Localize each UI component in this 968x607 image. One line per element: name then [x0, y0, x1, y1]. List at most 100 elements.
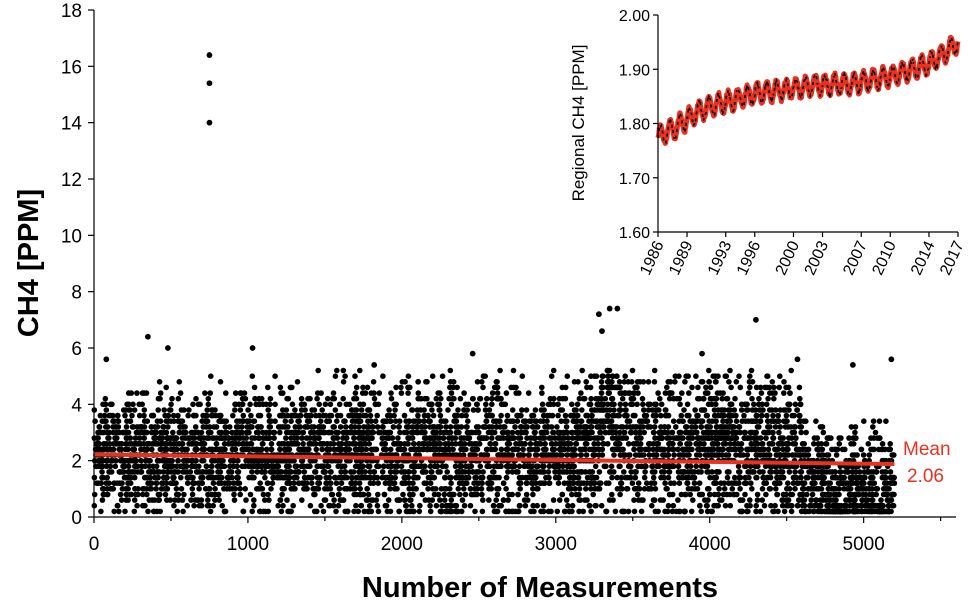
- scatter-point: [569, 429, 576, 436]
- scatter-point: [136, 412, 143, 419]
- scatter-point: [505, 497, 511, 503]
- scatter-point: [691, 469, 698, 475]
- scatter-point: [500, 497, 507, 503]
- scatter-point: [758, 390, 765, 396]
- scatter-point: [199, 480, 205, 487]
- scatter-point: [228, 457, 234, 464]
- scatter-point: [615, 441, 621, 447]
- scatter-point: [152, 435, 159, 441]
- scatter-point: [447, 424, 454, 430]
- scatter-point: [542, 446, 548, 453]
- scatter-point: [707, 395, 714, 402]
- scatter-point: [382, 480, 389, 487]
- scatter-point: [759, 412, 765, 419]
- scatter-point: [659, 469, 665, 475]
- scatter-point: [698, 424, 704, 430]
- scatter-point: [271, 435, 277, 441]
- scatter-point: [253, 446, 260, 453]
- scatter-point: [719, 395, 725, 402]
- scatter-point: [183, 429, 189, 436]
- scatter-point: [739, 508, 745, 515]
- scatter-point: [591, 452, 598, 458]
- scatter-point: [514, 418, 521, 425]
- scatter-point: [141, 435, 147, 441]
- scatter-point: [115, 412, 121, 419]
- scatter-point: [584, 480, 590, 487]
- scatter-point: [168, 401, 174, 408]
- scatter-point: [569, 508, 575, 515]
- scatter-point: [190, 401, 196, 408]
- scatter-point: [670, 418, 677, 425]
- scatter-point: [205, 491, 211, 498]
- scatter-point: [338, 474, 345, 481]
- scatter-point: [625, 379, 631, 385]
- scatter-point: [678, 491, 685, 498]
- scatter-point: [179, 435, 186, 441]
- scatter-point: [432, 452, 438, 458]
- scatter-point: [330, 435, 337, 441]
- scatter-point: [753, 429, 759, 436]
- scatter-point: [706, 379, 712, 385]
- scatter-point: [246, 474, 252, 481]
- scatter-point: [376, 390, 383, 396]
- scatter-point: [605, 390, 612, 396]
- scatter-point: [516, 435, 522, 441]
- scatter-point: [132, 463, 138, 470]
- scatter-point: [648, 486, 655, 492]
- scatter-point: [391, 469, 398, 475]
- scatter-point: [713, 480, 719, 487]
- scatter-point: [530, 486, 536, 492]
- scatter-point: [823, 441, 830, 447]
- scatter-point: [540, 508, 547, 515]
- scatter-point: [219, 474, 225, 481]
- scatter-point: [574, 429, 581, 436]
- scatter-point: [753, 502, 759, 509]
- scatter-point: [617, 401, 624, 408]
- scatter-point: [537, 480, 543, 487]
- scatter-point: [753, 508, 759, 515]
- scatter-point: [603, 508, 610, 515]
- scatter-point: [217, 435, 223, 441]
- scatter-point: [655, 441, 662, 447]
- scatter-point: [781, 379, 787, 385]
- scatter-point: [385, 497, 392, 503]
- scatter-point: [482, 373, 489, 380]
- scatter-point: [410, 474, 417, 481]
- scatter-point: [364, 429, 370, 436]
- scatter-point: [396, 424, 402, 430]
- scatter-point: [328, 469, 334, 475]
- scatter-point: [465, 418, 471, 425]
- scatter-point: [519, 407, 525, 413]
- scatter-point: [744, 502, 750, 509]
- scatter-point: [123, 497, 129, 503]
- scatter-point: [143, 486, 150, 492]
- scatter-point: [546, 435, 553, 441]
- scatter-point: [518, 412, 524, 419]
- scatter-point: [125, 463, 132, 470]
- scatter-point: [356, 480, 363, 487]
- scatter-point: [413, 424, 420, 430]
- scatter-point: [562, 412, 569, 419]
- scatter-point: [426, 435, 433, 441]
- scatter-point: [218, 429, 225, 436]
- scatter-point: [451, 491, 457, 498]
- scatter-point: [606, 497, 613, 503]
- scatter-point: [557, 429, 563, 436]
- scatter-point: [442, 446, 449, 453]
- scatter-point: [498, 412, 504, 419]
- scatter-point: [858, 446, 865, 453]
- scatter-point: [129, 412, 135, 419]
- scatter-point: [448, 474, 454, 481]
- scatter-point: [398, 390, 405, 396]
- scatter-point: [608, 463, 615, 470]
- scatter-point: [706, 367, 712, 374]
- scatter-point: [764, 373, 770, 380]
- scatter-point: [593, 446, 599, 453]
- scatter-point: [124, 457, 131, 464]
- scatter-point: [218, 463, 225, 470]
- scatter-point: [433, 429, 440, 436]
- scatter-point: [555, 412, 561, 419]
- scatter-point: [169, 395, 175, 402]
- scatter-point: [739, 418, 745, 425]
- scatter-point: [807, 502, 813, 509]
